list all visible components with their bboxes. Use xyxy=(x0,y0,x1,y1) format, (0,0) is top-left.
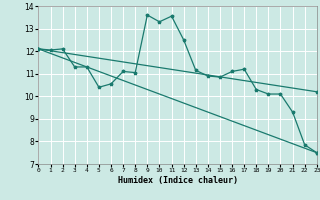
X-axis label: Humidex (Indice chaleur): Humidex (Indice chaleur) xyxy=(118,176,238,185)
